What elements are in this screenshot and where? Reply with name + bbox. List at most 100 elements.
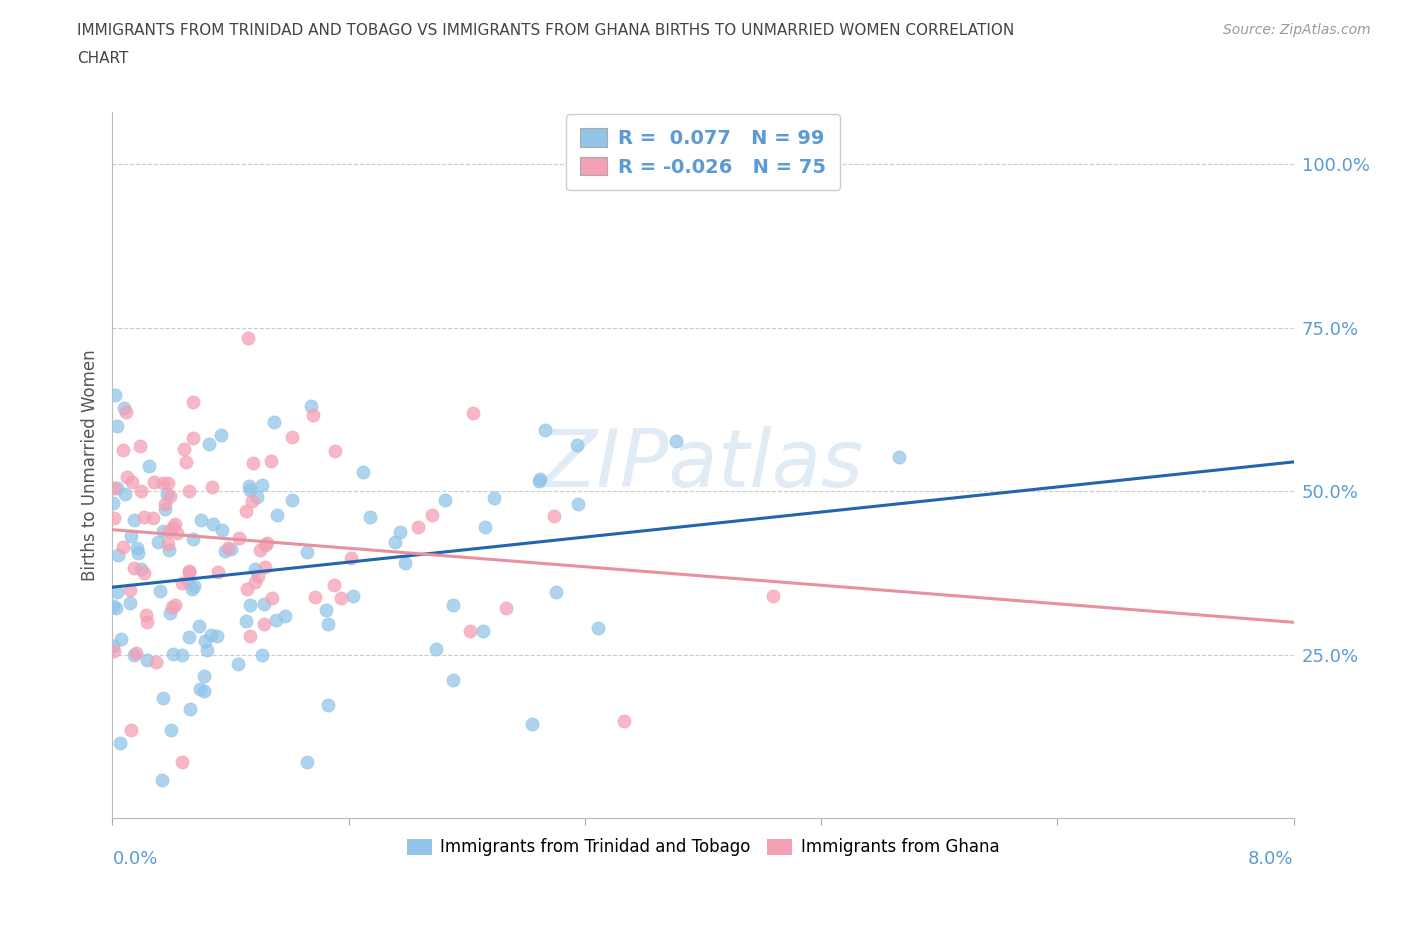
Point <box>132 565 155 580</box>
Point <box>114 486 136 501</box>
Point <box>246 568 269 583</box>
Point <box>253 596 276 611</box>
Point <box>384 534 406 549</box>
Point <box>339 551 361 565</box>
Point <box>482 490 505 505</box>
Point <box>226 657 249 671</box>
Point <box>111 539 134 554</box>
Point <box>177 574 200 589</box>
Point <box>217 540 239 555</box>
Point <box>107 548 129 563</box>
Point <box>316 698 339 712</box>
Point <box>529 472 551 486</box>
Point <box>253 617 276 631</box>
Point <box>190 513 212 528</box>
Point <box>544 585 567 600</box>
Point <box>181 531 204 546</box>
Y-axis label: Births to Unmarried Women: Births to Unmarried Women <box>80 349 98 581</box>
Point <box>174 454 197 469</box>
Point <box>145 655 167 670</box>
Point <box>122 647 145 662</box>
Point <box>425 642 447 657</box>
Point <box>104 388 127 403</box>
Point <box>304 590 326 604</box>
Point <box>243 562 266 577</box>
Text: Source: ZipAtlas.com: Source: ZipAtlas.com <box>1223 23 1371 37</box>
Point <box>103 638 125 653</box>
Point <box>173 442 195 457</box>
Legend: Immigrants from Trinidad and Tobago, Immigrants from Ghana: Immigrants from Trinidad and Tobago, Imm… <box>401 831 1005 863</box>
Point <box>153 501 176 516</box>
Point <box>201 516 224 531</box>
Point <box>342 589 364 604</box>
Point <box>127 546 149 561</box>
Point <box>118 582 141 597</box>
Point <box>114 405 136 419</box>
Point <box>157 537 180 551</box>
Point <box>163 597 186 612</box>
Point <box>242 456 264 471</box>
Point <box>103 511 125 525</box>
Point <box>152 523 174 538</box>
Point <box>239 628 262 643</box>
Point <box>316 617 339 631</box>
Point <box>201 480 224 495</box>
Text: 0.0%: 0.0% <box>112 850 157 869</box>
Point <box>193 669 215 684</box>
Point <box>179 701 201 716</box>
Point <box>153 497 176 512</box>
Point <box>143 475 166 490</box>
Point <box>160 723 183 737</box>
Point <box>461 405 484 420</box>
Text: 8.0%: 8.0% <box>1249 850 1294 869</box>
Point <box>120 723 142 737</box>
Point <box>136 615 159 630</box>
Point <box>188 682 211 697</box>
Point <box>295 545 318 560</box>
Point <box>205 629 228 644</box>
Point <box>101 598 124 613</box>
Point <box>179 630 201 644</box>
Point <box>194 633 217 648</box>
Point <box>131 562 153 577</box>
Point <box>172 754 194 769</box>
Point <box>105 585 128 600</box>
Point <box>150 773 173 788</box>
Point <box>235 503 257 518</box>
Point <box>159 488 181 503</box>
Point <box>388 525 411 540</box>
Point <box>146 535 169 550</box>
Point <box>214 544 236 559</box>
Point <box>159 606 181 621</box>
Text: CHART: CHART <box>77 51 129 66</box>
Point <box>152 476 174 491</box>
Point <box>152 691 174 706</box>
Point <box>543 509 565 524</box>
Point <box>122 512 145 527</box>
Point <box>527 474 550 489</box>
Point <box>394 556 416 571</box>
Point <box>121 474 143 489</box>
Point <box>250 647 273 662</box>
Point <box>112 401 135 416</box>
Point <box>266 507 288 522</box>
Point <box>162 600 184 615</box>
Point <box>762 589 785 604</box>
Point <box>127 540 149 555</box>
Point <box>179 565 201 579</box>
Point <box>219 542 242 557</box>
Point <box>586 620 609 635</box>
Point <box>170 648 193 663</box>
Point <box>157 542 180 557</box>
Point <box>406 520 429 535</box>
Point <box>157 524 180 538</box>
Point <box>181 581 204 596</box>
Text: ZIPatlas: ZIPatlas <box>541 426 865 504</box>
Point <box>117 469 139 484</box>
Point <box>236 330 259 345</box>
Point <box>238 478 260 493</box>
Point <box>166 525 188 540</box>
Point <box>134 510 156 525</box>
Point <box>253 538 276 552</box>
Point <box>323 444 346 458</box>
